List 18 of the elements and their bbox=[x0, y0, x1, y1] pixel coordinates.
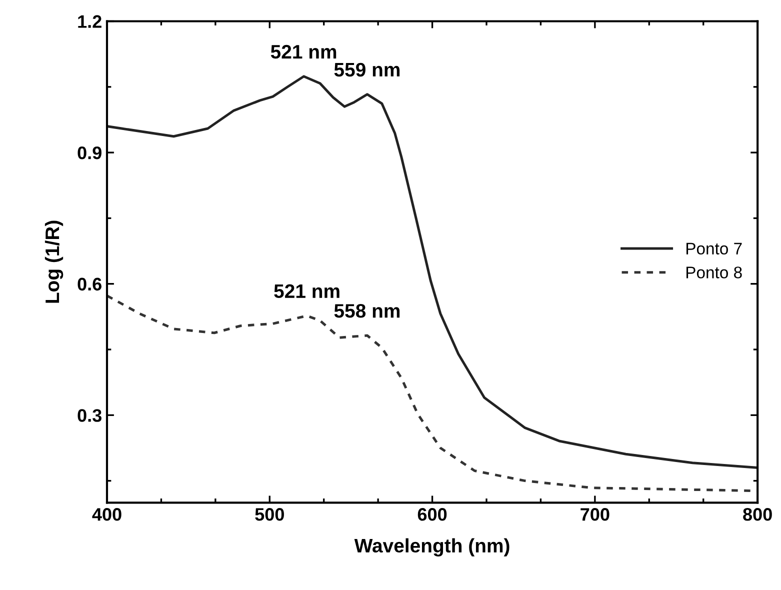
x-tick-label: 500 bbox=[255, 508, 284, 521]
x-tick-label: 600 bbox=[418, 508, 447, 521]
y-tick-label: 0.3 bbox=[78, 409, 102, 422]
annotation: 558 nm bbox=[334, 304, 400, 318]
y-tick-label: 0.6 bbox=[78, 278, 102, 291]
x-tick-label: 800 bbox=[743, 508, 772, 521]
annotation: 559 nm bbox=[334, 62, 400, 77]
y-tick-label: 1.2 bbox=[78, 15, 102, 28]
x-tick-label: 700 bbox=[580, 508, 610, 521]
annotation: 521 nm bbox=[270, 44, 336, 59]
x-tick-label: 400 bbox=[92, 508, 122, 521]
x-axis-title: Wavelength (nm) bbox=[354, 538, 510, 556]
y-tick-label: 0.9 bbox=[78, 146, 102, 160]
annotation: 521 nm bbox=[274, 284, 340, 298]
line-series bbox=[106, 75, 758, 469]
legend-label: Ponto 8 bbox=[686, 266, 742, 278]
y-axis-title: Log (1/R) bbox=[44, 220, 64, 303]
legend-label: Ponto 7 bbox=[686, 242, 742, 254]
